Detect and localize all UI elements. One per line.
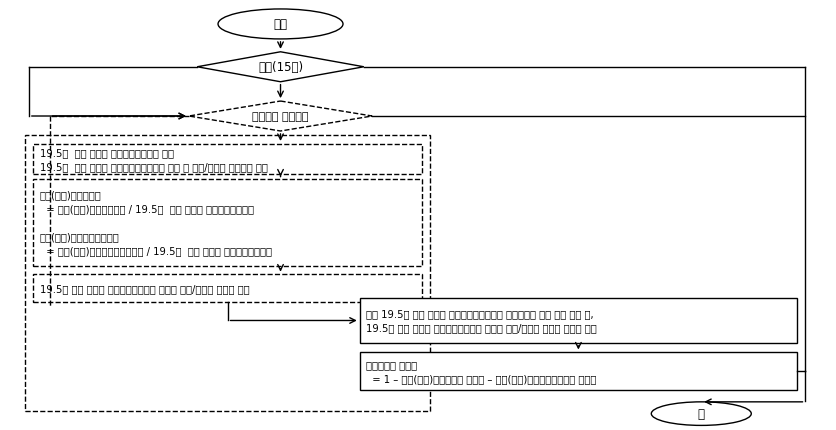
Text: 유족(퇴역)연금선택률
  = 유족(퇴역)연금선택인원 / 19.5년  이상 복무한 일반사망전역인원

유족(퇴역)연금일시금선택률
  = 유족(퇴역): 유족(퇴역)연금선택률 = 유족(퇴역)연금선택인원 / 19.5년 이상 복무… (40, 190, 272, 256)
Text: 19.5년  이상 복무한 일반사망전역인원 자료
19.5년  이상 복무한 일반사망전역인원의 유족 중 연금/일시금 선택인원 자료: 19.5년 이상 복무한 일반사망전역인원 자료 19.5년 이상 복무한 일반… (40, 147, 268, 172)
Polygon shape (189, 102, 372, 132)
Bar (33, 275, 422, 303)
Bar (359, 298, 797, 343)
Text: 과거 19.5년 이상 복무한 일반사망전역인원의 연금선택률 자료 추세 분석 후,
19.5년 이상 복무한 일반사망전역인원 유족의 연금/일시금 선택률: 과거 19.5년 이상 복무한 일반사망전역인원의 연금선택률 자료 추세 분석… (366, 309, 597, 333)
Ellipse shape (651, 402, 752, 425)
Text: 무유족비율 기초값
  = 1 – 유족(퇴역)연금선택률 기초값 – 유족(퇴역)연금일시금선택률 기초값: 무유족비율 기초값 = 1 – 유족(퇴역)연금선택률 기초값 – 유족(퇴역)… (366, 359, 597, 383)
Polygon shape (197, 52, 364, 83)
Text: 계급(15개): 계급(15개) (258, 61, 303, 74)
Bar (359, 353, 797, 390)
Bar (33, 180, 422, 266)
Text: 끝: 끝 (698, 407, 705, 420)
Text: 시작: 시작 (273, 18, 288, 31)
Text: 19.5년 이상 복무한 일반사망전역인원 유족의 연금/일시금 선택률 저장: 19.5년 이상 복무한 일반사망전역인원 유족의 연금/일시금 선택률 저장 (40, 284, 249, 294)
Ellipse shape (218, 10, 343, 40)
Bar (25, 136, 431, 412)
Bar (33, 144, 422, 175)
Text: 과거자료 활용기간: 과거자료 활용기간 (252, 112, 308, 122)
